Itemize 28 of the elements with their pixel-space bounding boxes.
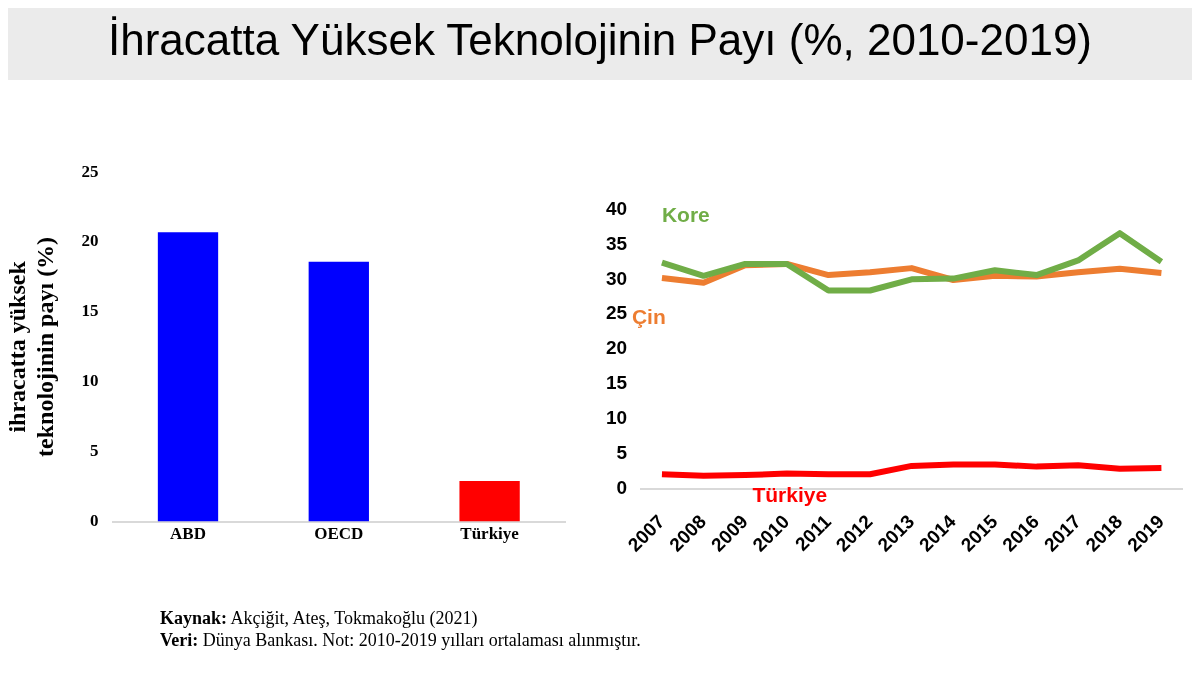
y-tick-label: 35 [605, 232, 628, 254]
y-tick-label: 5 [90, 441, 99, 461]
y-tick-label: 10 [81, 371, 99, 391]
y-tick-label: 5 [616, 442, 628, 464]
x-tick-label: ABD [170, 524, 206, 544]
y-tick-label: 0 [90, 510, 99, 530]
y-tick-label: 25 [605, 302, 628, 324]
y-tick-label: 15 [81, 301, 99, 321]
series-label: Türkiye [752, 482, 828, 506]
x-tick-label: OECD [314, 524, 364, 544]
bar [459, 481, 520, 522]
y-axis-title: ihracatta yüksek teknolojinin payı (%) [3, 236, 59, 457]
series-label: Çin [631, 304, 666, 328]
text: Kaynak: Akçiğit, Ateş, Tokmakoğlu (2021) [160, 607, 479, 629]
y-tick-label: 10 [605, 407, 628, 429]
text: Veri: Dünya Bankası. Not: 2010-2019 yılları ortalaması alınmıştır. [160, 629, 641, 651]
y-tick-label: 30 [605, 267, 628, 289]
y-tick-label: 0 [616, 477, 628, 499]
x-tick-label: Türkiye [460, 524, 520, 544]
series-label: Kore [661, 203, 710, 227]
y-tick-label: 40 [605, 197, 628, 219]
chart-title: İhracatta Yüksek Teknolojinin Payı (%, 2010-2019) [107, 15, 1093, 65]
bar [308, 261, 369, 522]
y-tick-label: 15 [605, 372, 628, 394]
y-tick-label: 20 [605, 337, 628, 359]
y-tick-label: 20 [81, 231, 99, 251]
y-tick-label: 25 [81, 161, 99, 181]
bar [157, 232, 219, 522]
